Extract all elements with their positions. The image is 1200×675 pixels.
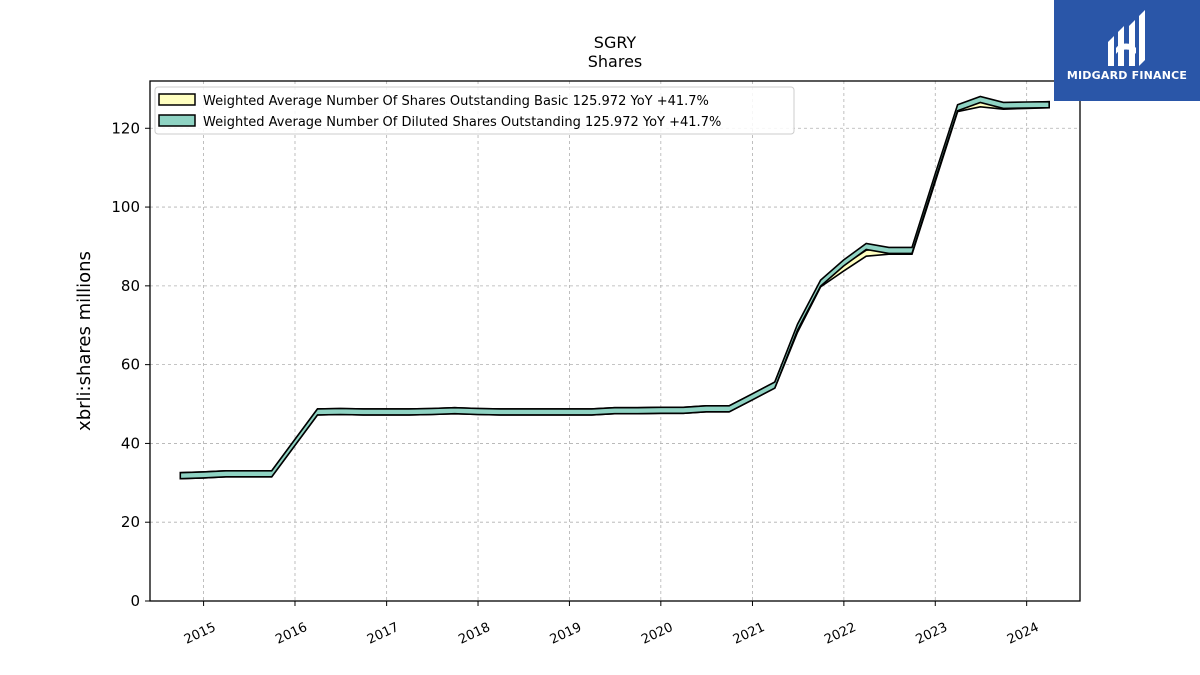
legend-swatch-basic xyxy=(158,93,196,106)
midgard-finance-logo: MIDGARD FINANCE xyxy=(1054,0,1200,101)
y-tick-label: 20 xyxy=(121,513,140,531)
legend-box xyxy=(154,86,795,135)
y-axis: 0 20 40 60 80 100 120 xyxy=(111,119,150,610)
legend-label-basic: Weighted Average Number Of Shares Outsta… xyxy=(203,94,709,109)
y-tick-label: 40 xyxy=(121,434,140,452)
legend-label-diluted: Weighted Average Number Of Diluted Share… xyxy=(203,115,721,130)
y-tick-label: 80 xyxy=(121,277,140,295)
chart-subtitle: Shares xyxy=(588,52,643,71)
y-tick-label: 100 xyxy=(111,198,140,216)
y-tick-label: 120 xyxy=(111,119,140,137)
y-tick-label: 0 xyxy=(130,592,140,610)
grid xyxy=(150,81,1080,602)
series-layer xyxy=(179,95,1050,480)
series-diluted xyxy=(179,95,1050,480)
chart-title: SGRY xyxy=(594,33,637,52)
y-tick-label: 60 xyxy=(121,356,140,374)
plot-frame xyxy=(149,80,1081,602)
logo-text: MIDGARD FINANCE xyxy=(1066,69,1188,82)
legend-swatch-diluted xyxy=(158,114,196,127)
y-axis-label: xbrli:shares millions xyxy=(74,251,95,431)
legend: Weighted Average Number Of Shares Outsta… xyxy=(154,86,795,135)
logo-mark-icon xyxy=(1108,10,1145,66)
